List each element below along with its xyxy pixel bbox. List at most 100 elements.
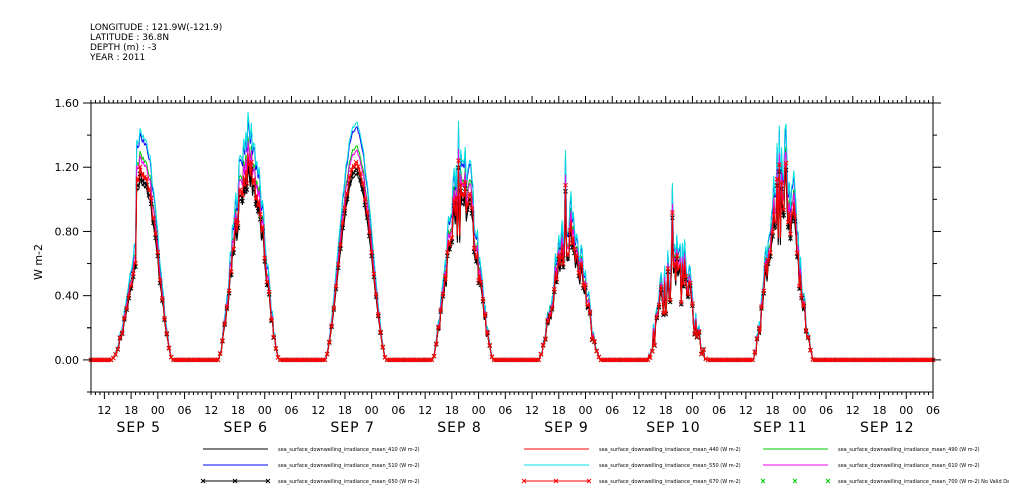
series-point: [371, 271, 377, 277]
x-tick-label: 12: [739, 404, 753, 417]
series-point: [487, 342, 493, 348]
series-point: [692, 331, 698, 336]
legend-label: sea_surface_downwelling_irradiance_mean_…: [278, 479, 420, 485]
series-point: [338, 242, 343, 248]
series-point: [360, 180, 366, 186]
series-point: [144, 176, 150, 181]
series-point: [592, 338, 597, 344]
series-point: [273, 345, 279, 351]
x-tick-label: 00: [685, 404, 699, 417]
x-tick-label: 12: [846, 404, 860, 417]
series-point: [433, 341, 439, 347]
legend-entry: sea_surface_downwelling_irradiance_mean_…: [203, 463, 420, 469]
x-tick-label: 18: [338, 404, 352, 417]
series-point: [364, 215, 370, 220]
legend-entry: sea_surface_downwelling_irradiance_mean_…: [200, 478, 420, 485]
y-tick-label: 1.20: [55, 161, 80, 174]
series-point: [792, 213, 798, 219]
series-point: [783, 160, 789, 166]
series-point: [647, 355, 653, 360]
series-point: [565, 252, 571, 258]
series-point: [565, 256, 571, 261]
x-tick-label: 18: [231, 404, 245, 417]
series-point: [130, 271, 136, 277]
series-point: [329, 323, 334, 329]
series-point: [768, 250, 773, 256]
series-point: [763, 262, 769, 268]
legend-label: sea_surface_downwelling_irradiance_mean_…: [838, 463, 980, 469]
series-point: [253, 201, 259, 207]
x-tick-label: 12: [525, 404, 539, 417]
series-point: [115, 346, 121, 352]
y-tick-label: 0.40: [55, 290, 80, 303]
series-point: [690, 301, 695, 307]
series-point: [665, 266, 671, 271]
series-point: [153, 231, 158, 236]
series-point: [351, 163, 357, 169]
series-point: [772, 224, 778, 229]
date-label: SEP 8: [437, 420, 482, 436]
series-point: [249, 159, 254, 165]
series-point: [683, 273, 689, 279]
legend-entry: sea_surface_downwelling_irradiance_mean_…: [203, 447, 420, 453]
date-label: SEP 7: [330, 420, 375, 436]
header-info: LONGITUDE : 121.9W(-121.9) LATITUDE : 36…: [89, 23, 222, 63]
x-tick-label: 12: [632, 404, 646, 417]
series-point: [347, 174, 352, 180]
legend-marker: [232, 478, 238, 484]
x-tick-label: 12: [97, 404, 111, 417]
x-tick-label: 12: [204, 404, 218, 417]
series-point: [375, 312, 381, 317]
x-tick-label: 18: [445, 404, 459, 417]
series-point: [587, 309, 593, 315]
series-point: [750, 357, 755, 363]
series-point: [663, 310, 669, 315]
x-tick-label: 18: [873, 404, 887, 417]
legend-entry: sea_surface_downwelling_irradiance_mean_…: [521, 478, 741, 485]
series-point: [694, 334, 700, 340]
series-point: [799, 293, 804, 299]
series-point: [480, 296, 486, 302]
series-point: [326, 339, 332, 345]
series-point: [489, 354, 495, 360]
series-point: [436, 324, 441, 330]
series-point: [779, 180, 784, 185]
series-point: [654, 314, 660, 319]
series-point: [462, 180, 468, 185]
series-point: [367, 229, 372, 234]
series-point: [536, 357, 542, 363]
series-point: [449, 235, 455, 241]
series-point: [761, 288, 767, 294]
series-point: [122, 315, 127, 321]
series-point: [378, 329, 383, 335]
series-point: [117, 335, 123, 340]
series-point: [574, 252, 579, 258]
series-point: [549, 305, 555, 310]
series-point: [670, 210, 675, 215]
series-point: [333, 283, 339, 289]
series-point: [260, 224, 265, 230]
plot-frame: [90, 102, 934, 393]
series-point: [257, 211, 263, 217]
series-point: [540, 342, 546, 348]
series-point: [369, 249, 375, 255]
series-point: [469, 205, 475, 211]
series-point: [788, 235, 793, 241]
x-tick-label: 18: [659, 404, 673, 417]
y-tick-label: 0.00: [55, 354, 80, 367]
legend-entry: sea_surface_downwelling_irradiance_mean_…: [760, 478, 1009, 485]
series-point: [652, 342, 657, 348]
series-point: [364, 210, 370, 215]
series-point: [801, 301, 807, 307]
x-tick-label: 00: [899, 404, 913, 417]
series-point: [442, 273, 448, 279]
latitude-label: LATITUDE : 36.8N: [90, 33, 169, 43]
series-point: [672, 260, 677, 266]
series-point: [694, 334, 700, 339]
series-point: [460, 191, 466, 196]
series-point: [460, 197, 466, 202]
series-point: [808, 347, 813, 353]
series-point: [222, 321, 228, 326]
axes: 0.00 0.40 0.80 1.20 1.60 12 18 00 06 12 18 00 06 12 18…: [55, 96, 941, 436]
